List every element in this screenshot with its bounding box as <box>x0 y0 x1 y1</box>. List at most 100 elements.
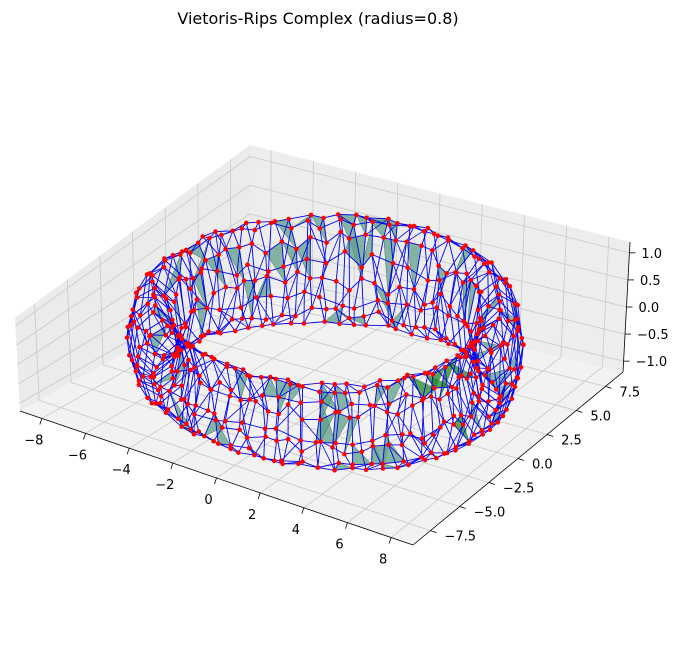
vertex-point <box>202 433 207 439</box>
vertex-point <box>190 276 196 281</box>
vertex-point <box>488 350 494 356</box>
edge <box>208 293 215 332</box>
edge <box>414 225 428 229</box>
edge <box>310 236 327 244</box>
vertex-point <box>406 462 411 468</box>
edge <box>321 277 337 282</box>
vertex-point <box>271 322 276 327</box>
y-tick-label: −7.5 <box>445 530 477 545</box>
vertex-point <box>485 367 491 372</box>
y-tick-label: −5.0 <box>474 506 506 521</box>
vertex-point <box>196 429 202 434</box>
vertex-point <box>308 235 313 240</box>
vertex-point <box>175 345 180 350</box>
edge <box>401 433 411 446</box>
edge <box>278 396 301 404</box>
vertex-point <box>386 323 391 328</box>
vertex-point <box>309 305 315 311</box>
edge <box>357 392 360 418</box>
edge <box>407 226 411 268</box>
edge <box>409 405 413 434</box>
grid-line <box>16 184 251 346</box>
vertex-point <box>489 421 495 427</box>
edge <box>275 378 291 385</box>
triangle-layer <box>146 214 524 471</box>
edge <box>155 403 167 414</box>
x-tick-label: 2 <box>248 508 256 523</box>
edge <box>346 383 365 388</box>
vertex-point <box>472 432 477 438</box>
edge <box>353 221 373 226</box>
x-tick <box>39 418 43 425</box>
edge <box>152 275 177 295</box>
vertex-point <box>495 420 501 425</box>
edge <box>298 385 302 403</box>
edge <box>361 254 373 268</box>
vertex-point <box>229 317 235 322</box>
vertex-point <box>264 274 270 279</box>
vertex-point <box>176 277 182 282</box>
vertex-point <box>468 328 474 334</box>
edge <box>230 444 250 449</box>
edge <box>395 304 408 330</box>
edge <box>249 376 251 400</box>
vertex-point <box>205 408 211 413</box>
edge <box>278 379 289 398</box>
vertex-point <box>263 317 269 322</box>
edge <box>190 410 209 430</box>
edge <box>388 394 407 405</box>
vertex-point <box>198 334 204 339</box>
edge <box>301 419 321 442</box>
vertex-point <box>302 289 307 295</box>
vertex-point <box>422 302 427 308</box>
edge <box>278 384 299 398</box>
vertex-point <box>514 375 520 380</box>
vertex-point <box>198 270 203 276</box>
y-tick <box>459 506 466 509</box>
edge <box>365 234 384 239</box>
vertex-point <box>233 328 238 334</box>
vertex-point <box>464 376 470 381</box>
vertex-point <box>318 417 323 422</box>
vertex-point <box>178 348 184 353</box>
x-tick <box>83 433 86 440</box>
edge <box>207 389 211 411</box>
vertex-point <box>389 318 395 324</box>
vertex-point <box>304 256 310 262</box>
vertex-point <box>172 354 177 360</box>
vertex-point <box>400 432 405 437</box>
vertex-point <box>490 322 496 328</box>
vertex-point <box>351 306 357 311</box>
vertex-point <box>223 284 229 290</box>
vertex-point <box>144 341 150 346</box>
vertex-point <box>340 303 346 309</box>
edge <box>443 421 457 448</box>
edge <box>183 375 200 400</box>
edge <box>139 346 157 368</box>
edge <box>382 435 386 464</box>
vertex-point <box>413 324 419 330</box>
vertex-point <box>374 382 380 388</box>
edge <box>455 400 480 451</box>
edge <box>334 384 340 412</box>
edge <box>214 358 228 368</box>
edge <box>420 307 437 311</box>
vertex-point <box>447 304 453 309</box>
vertex-point <box>288 381 293 387</box>
grid-line <box>249 184 629 281</box>
edge <box>353 224 363 268</box>
left-pane <box>15 145 250 411</box>
edge <box>466 378 473 403</box>
vertex-point <box>347 288 352 293</box>
edge <box>423 387 435 399</box>
vertex-point <box>404 302 410 307</box>
vertex-point <box>268 220 274 226</box>
vertex-point <box>397 284 402 290</box>
vertex-point <box>350 462 355 468</box>
edge <box>475 369 488 378</box>
vertex-point <box>293 313 298 319</box>
vertex-point <box>479 386 485 392</box>
chart-title: Vietoris-Rips Complex (radius=0.8) <box>177 9 458 28</box>
edge <box>220 330 236 334</box>
edge <box>138 384 148 399</box>
